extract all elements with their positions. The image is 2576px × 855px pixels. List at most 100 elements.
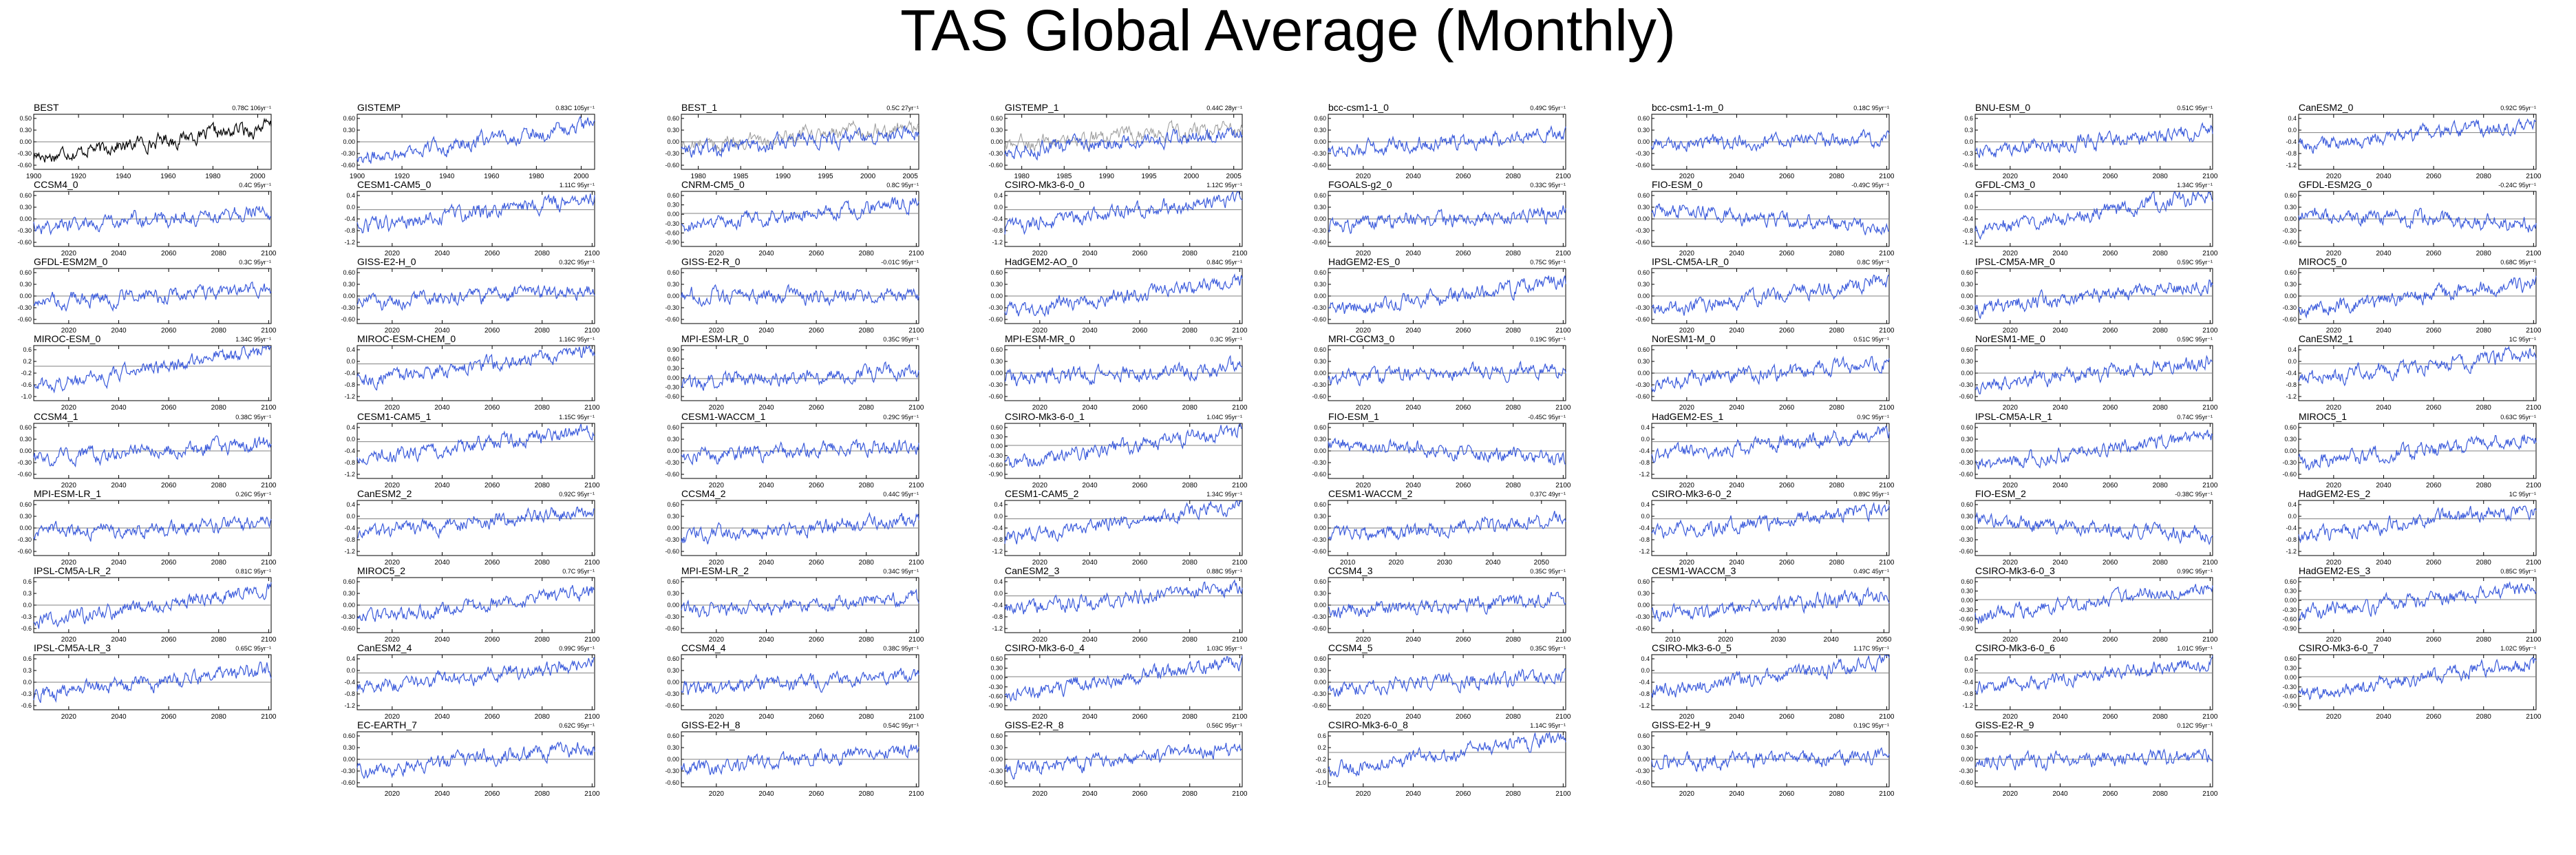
y-tick-label: -1.2	[1639, 471, 1650, 478]
panel-title: CSIRO-Mk3-6-0_4	[1005, 642, 1085, 653]
series-line	[1328, 205, 1566, 235]
panel-gfdl-esm2g-0: GFDL-ESM2G_0 -0.24C 95yr⁻¹ 0.60 0.30 0.00 -0.…	[2282, 179, 2542, 257]
x-tick-label: 2100	[908, 790, 924, 798]
y-tick-label: 0.3	[23, 667, 32, 674]
y-tick-label: 0.4	[1964, 655, 1973, 662]
y-tick-label: -0.90	[988, 702, 1003, 709]
y-tick-label: 0.00	[343, 293, 355, 299]
x-tick-label: 1920	[71, 173, 87, 180]
x-tick-label: 2080	[535, 404, 551, 412]
plot-frame	[356, 191, 595, 247]
x-tick-label: 2100	[2202, 790, 2218, 798]
x-tick-label: 2100	[261, 404, 277, 412]
x-tick-label: 2080	[859, 790, 875, 798]
x-tick-label: 2060	[485, 559, 500, 567]
y-tick-label: -0.90	[665, 239, 679, 246]
y-tick-label: 0.00	[1961, 756, 1973, 763]
y-tick-label: 0.00	[343, 138, 355, 145]
y-tick-label: 0.00	[2284, 447, 2297, 454]
y-tick-label: -1.2	[2286, 393, 2297, 400]
panel-title: GFDL-CM3_0	[1975, 179, 2035, 190]
x-tick-label: 2020	[2326, 636, 2342, 644]
series-line	[33, 282, 272, 313]
panel-title: NorESM1-ME_0	[1975, 333, 2045, 344]
panel-csiro-mk3-6-0-5: CSIRO-Mk3-6-0_5 1.17C 95yr⁻¹ 0.4 0.0 -0.4 -0.…	[1639, 642, 1894, 721]
y-tick-label: 0.6	[1964, 115, 1973, 122]
x-tick-label: 2060	[2103, 636, 2118, 644]
trend-label: 0.35C 95yr⁻¹	[883, 336, 919, 343]
x-tick-label: 2040	[1405, 636, 1421, 644]
x-tick-label: 2100	[2526, 327, 2542, 335]
series-line	[1328, 125, 1566, 157]
panel-canesm2-3: CanESM2_3 0.88C 95yr⁻¹ 0.4 0.0 -0.4 -0.8 -1.2 2…	[992, 565, 1247, 644]
x-tick-label: 2080	[2476, 559, 2492, 567]
x-tick-label: 2100	[584, 327, 600, 335]
y-tick-label: -0.8	[2286, 150, 2297, 157]
x-tick-label: 2080	[1829, 482, 1845, 489]
x-tick-label: 2080	[859, 636, 875, 644]
y-tick-label: 0.60	[1961, 346, 1973, 353]
panel-title: CESM1-WACCM_1	[681, 411, 766, 422]
panel-miroc5-2: MIROC5_2 0.7C 95yr⁻¹ 0.60 0.30 0.00 -0.30 -0.6…	[341, 565, 599, 644]
x-tick-label: 2100	[2526, 173, 2542, 180]
y-tick-label: 0.60	[1314, 192, 1326, 199]
x-tick-label: 2100	[2526, 250, 2542, 257]
x-tick-label: 2000	[250, 173, 266, 180]
x-tick-label: 2100	[1555, 250, 1571, 257]
x-tick-label: 2020	[61, 327, 77, 335]
x-tick-label: 2040	[1082, 404, 1098, 412]
series-line	[33, 582, 272, 629]
trend-label: 0.3C 95yr⁻¹	[1210, 336, 1242, 343]
y-tick-label: -0.4	[344, 525, 355, 531]
x-tick-label: 2040	[758, 559, 774, 567]
y-tick-label: 0.30	[1637, 281, 1650, 288]
y-tick-label: 0.00	[667, 138, 679, 145]
y-tick-label: 0.30	[1314, 436, 1326, 443]
y-tick-label: -0.30	[988, 452, 1003, 459]
y-tick-label: -0.60	[1312, 316, 1326, 323]
y-tick-label: 0.30	[343, 281, 355, 288]
x-tick-label: 2080	[859, 559, 875, 567]
y-tick-label: -0.8	[344, 381, 355, 388]
y-tick-label: -0.30	[665, 150, 679, 157]
x-tick-label: 2060	[2426, 250, 2442, 257]
x-tick-label: 2080	[2476, 404, 2492, 412]
y-tick-label: -0.90	[988, 471, 1003, 478]
y-tick-label: -1.2	[992, 625, 1003, 632]
y-tick-label: 0.60	[343, 115, 355, 122]
x-tick-label: 2080	[2153, 327, 2169, 335]
panel-csiro-mk3-6-0-6: CSIRO-Mk3-6-0_6 1.01C 95yr⁻¹ 0.4 0.0 -0.4 -0.…	[1962, 642, 2217, 721]
y-tick-label: 0.0	[23, 602, 32, 609]
x-tick-label: 1980	[691, 173, 707, 180]
y-tick-label: -0.60	[17, 548, 32, 555]
x-tick-label: 2020	[385, 713, 401, 721]
series-line	[1651, 653, 1890, 698]
panel-title: CanESM2_0	[2299, 102, 2354, 113]
x-tick-label: 2100	[2202, 636, 2218, 644]
panel-title: GFDL-ESM2M_0	[34, 256, 108, 267]
series-line	[1651, 747, 1890, 772]
x-tick-label: 2040	[2052, 404, 2068, 412]
y-tick-label: -1.2	[2286, 548, 2297, 555]
trend-label: 0.62C 95yr⁻¹	[559, 722, 595, 729]
y-tick-label: 0.0	[1641, 436, 1650, 443]
panel-title: IPSL-CM5A-LR_2	[34, 565, 111, 576]
x-tick-label: 2020	[385, 327, 401, 335]
x-tick-label: 2040	[1405, 482, 1421, 489]
x-tick-label: 2020	[709, 404, 725, 412]
series-line	[1974, 430, 2213, 469]
y-tick-label: -1.2	[344, 239, 355, 246]
x-tick-label: 2020	[1356, 327, 1372, 335]
trend-label: 0.38C 95yr⁻¹	[235, 414, 271, 421]
y-tick-label: -1.2	[2286, 162, 2297, 169]
x-tick-label: 2040	[758, 250, 774, 257]
x-tick-label: 2005	[903, 173, 919, 180]
y-tick-label: -0.30	[665, 220, 679, 227]
x-tick-label: 2060	[1779, 559, 1795, 567]
panel-giss-e2-r-0: GISS-E2-R_0 -0.01C 95yr⁻¹ 0.60 0.30 0.00 -0.3…	[665, 256, 924, 335]
x-tick-label: 2100	[1879, 404, 1895, 412]
x-tick-label: 2020	[1679, 559, 1695, 567]
x-tick-label: 1985	[1056, 173, 1072, 180]
x-tick-label: 2100	[1879, 482, 1895, 489]
